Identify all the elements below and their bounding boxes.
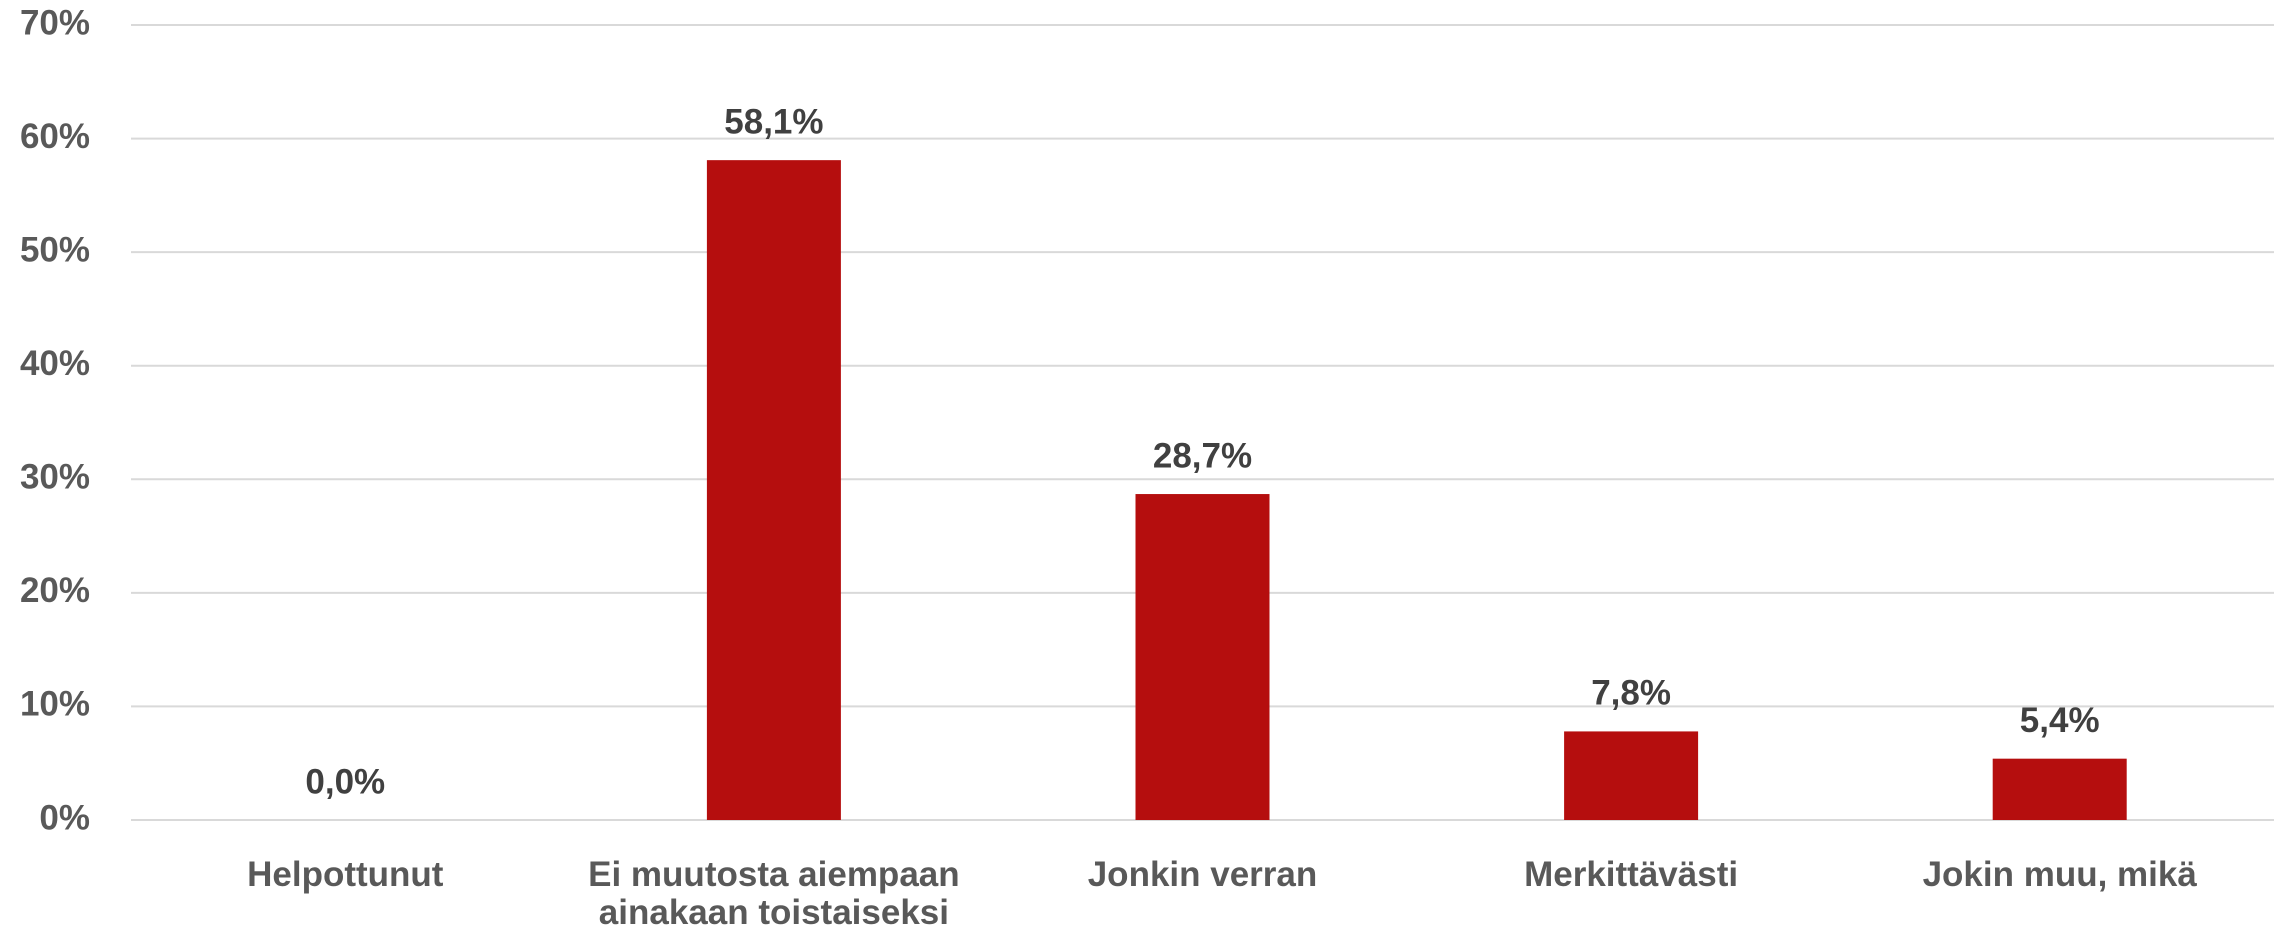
value-label: 5,4% xyxy=(2020,701,2100,740)
y-tick-label: 10% xyxy=(20,685,90,724)
value-label: 0,0% xyxy=(305,762,385,801)
value-label: 58,1% xyxy=(724,102,823,141)
bar xyxy=(1564,731,1699,820)
x-tick-label: Jonkin verran xyxy=(1087,855,1318,894)
bar xyxy=(1135,494,1270,820)
x-tick-label: Merkittävästi xyxy=(1524,855,1739,894)
y-tick-label: 20% xyxy=(20,571,90,610)
bar xyxy=(706,160,841,820)
y-tick-label: 50% xyxy=(20,230,90,269)
value-label: 28,7% xyxy=(1153,436,1252,475)
y-tick-label: 70% xyxy=(20,3,90,42)
y-tick-label: 40% xyxy=(20,344,90,383)
x-tick-label: Helpottunut xyxy=(247,855,444,894)
value-label: 7,8% xyxy=(1591,674,1671,713)
x-tick-label: Jokin muu, mikä xyxy=(1922,855,2197,894)
x-tick-label: Ei muutosta aiempaan ainakaan toistaisek… xyxy=(588,855,960,932)
y-tick-label: 30% xyxy=(20,458,90,497)
y-tick-label: 60% xyxy=(20,117,90,156)
y-tick-label: 0% xyxy=(39,798,90,837)
bar xyxy=(1992,758,2127,820)
